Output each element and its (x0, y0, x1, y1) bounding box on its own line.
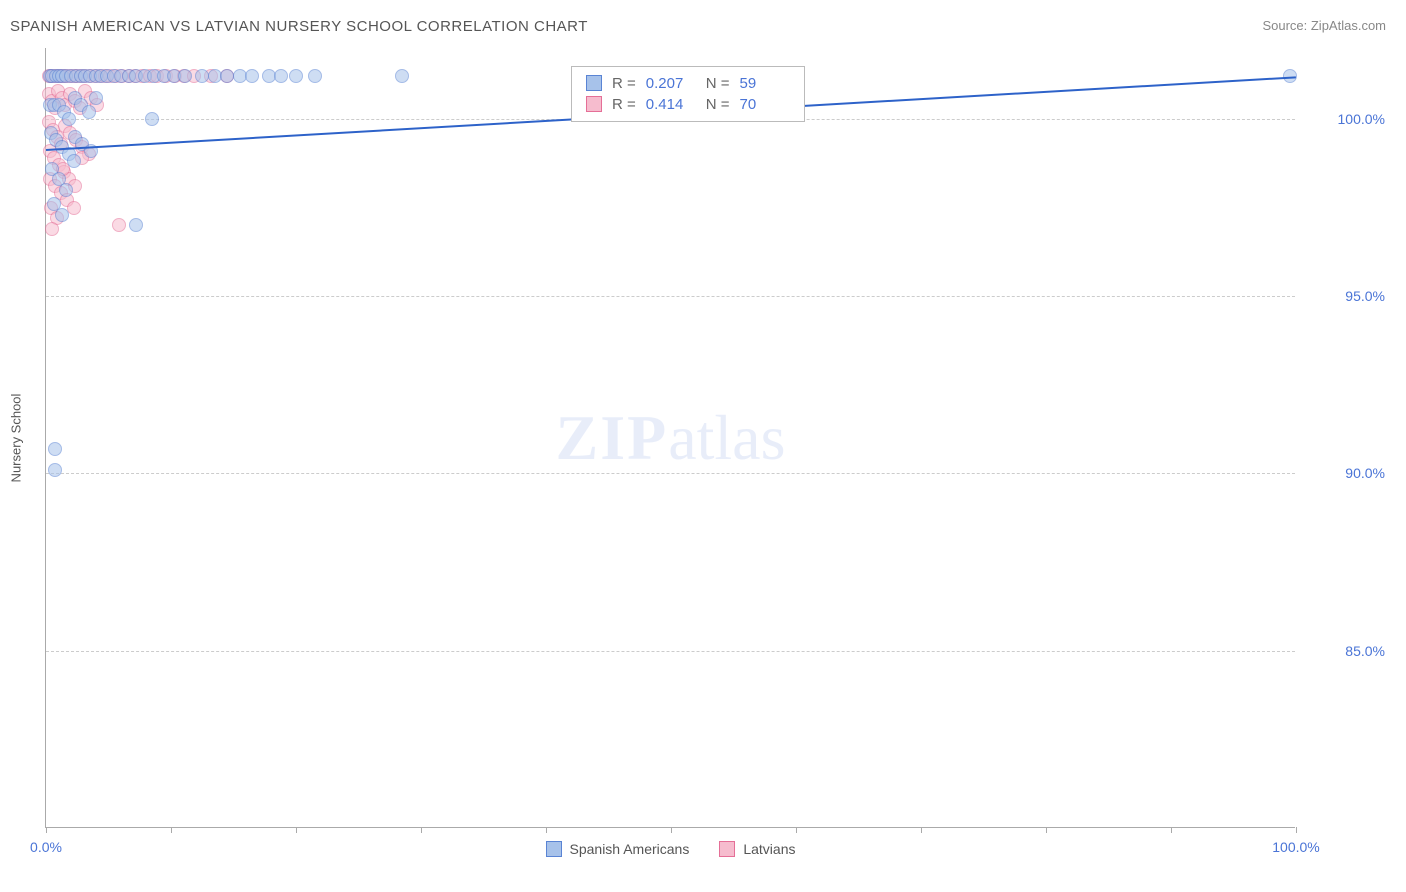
scatter-marker (112, 218, 126, 232)
stats-box: R = 0.207 N = 59 R = 0.414 N = 70 (571, 66, 805, 122)
stat-n-value: 70 (740, 96, 790, 113)
x-tick (1046, 827, 1047, 833)
scatter-marker (48, 463, 62, 477)
scatter-marker (245, 69, 259, 83)
gridline (46, 651, 1295, 652)
x-tick (46, 827, 47, 833)
x-tick (796, 827, 797, 833)
legend-label: Spanish Americans (570, 841, 690, 857)
scatter-marker (145, 112, 159, 126)
stat-label: N = (706, 96, 730, 113)
x-tick (1171, 827, 1172, 833)
legend-swatch (546, 841, 562, 857)
stats-row: R = 0.414 N = 70 (586, 94, 790, 115)
scatter-marker (59, 183, 73, 197)
scatter-marker (178, 69, 192, 83)
y-tick-label: 90.0% (1305, 465, 1385, 481)
y-axis-label: Nursery School (9, 393, 24, 482)
scatter-marker (89, 91, 103, 105)
watermark-light: atlas (668, 402, 785, 473)
stats-row: R = 0.207 N = 59 (586, 73, 790, 94)
x-tick (421, 827, 422, 833)
stat-r-value: 0.414 (646, 96, 696, 113)
watermark-bold: ZIP (556, 402, 669, 473)
legend-swatch (719, 841, 735, 857)
x-tick (546, 827, 547, 833)
legend-swatch (586, 96, 602, 112)
x-tick (921, 827, 922, 833)
scatter-marker (45, 222, 59, 236)
legend-item: Spanish Americans (546, 841, 690, 857)
scatter-marker (82, 105, 96, 119)
stat-label: R = (612, 96, 636, 113)
gridline (46, 473, 1295, 474)
scatter-marker (48, 442, 62, 456)
stat-r-value: 0.207 (646, 75, 696, 92)
watermark: ZIPatlas (556, 401, 786, 475)
scatter-marker (67, 154, 81, 168)
scatter-marker (395, 69, 409, 83)
y-tick-label: 95.0% (1305, 288, 1385, 304)
x-tick (1296, 827, 1297, 833)
scatter-marker (308, 69, 322, 83)
legend-label: Latvians (743, 841, 795, 857)
stat-label: R = (612, 75, 636, 92)
scatter-marker (274, 69, 288, 83)
chart-title: SPANISH AMERICAN VS LATVIAN NURSERY SCHO… (10, 18, 588, 35)
legend-item: Latvians (719, 841, 795, 857)
x-tick-label: 100.0% (1272, 839, 1319, 855)
scatter-marker (62, 112, 76, 126)
bottom-legend: Spanish Americans Latvians (546, 841, 796, 857)
plot-area: Nursery School ZIPatlas 85.0%90.0%95.0%1… (45, 48, 1295, 828)
legend-swatch (586, 75, 602, 91)
x-tick-label: 0.0% (30, 839, 62, 855)
gridline (46, 296, 1295, 297)
scatter-marker (129, 218, 143, 232)
stat-n-value: 59 (740, 75, 790, 92)
y-tick-label: 100.0% (1305, 111, 1385, 127)
y-tick-label: 85.0% (1305, 643, 1385, 659)
scatter-marker (289, 69, 303, 83)
scatter-marker (67, 201, 81, 215)
scatter-marker (55, 208, 69, 222)
stat-label: N = (706, 75, 730, 92)
x-tick (171, 827, 172, 833)
x-tick (296, 827, 297, 833)
x-tick (671, 827, 672, 833)
source-attribution: Source: ZipAtlas.com (1262, 18, 1386, 33)
